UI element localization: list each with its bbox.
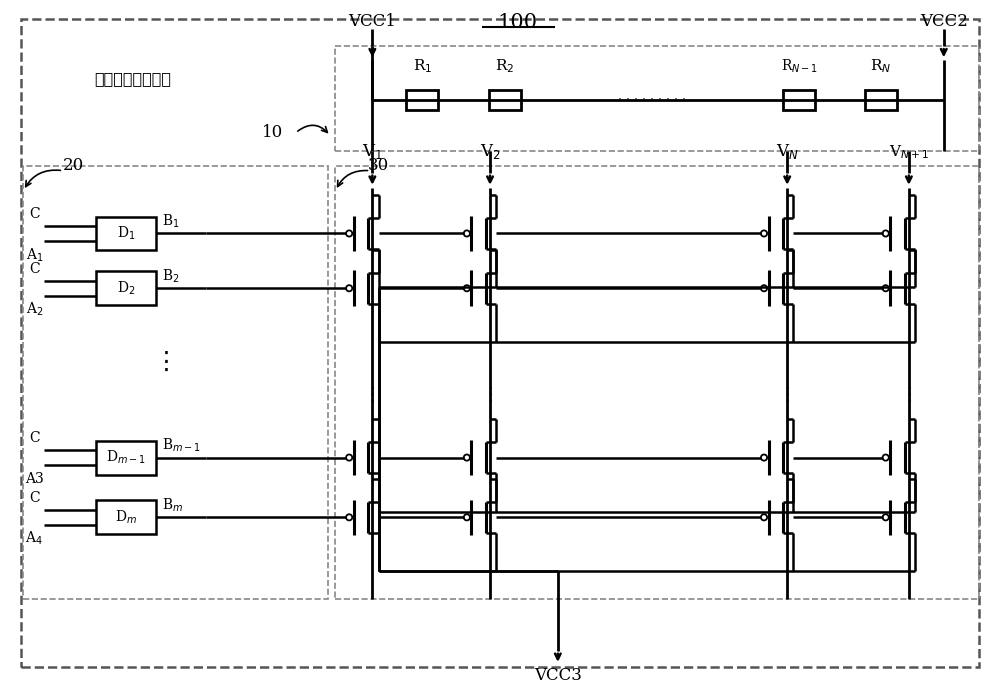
Bar bbox=[23, 166, 328, 599]
Text: V$_{N+1}$: V$_{N+1}$ bbox=[889, 143, 929, 161]
Text: B$_2$: B$_2$ bbox=[162, 267, 179, 285]
Bar bbox=[406, 90, 438, 110]
Bar bbox=[96, 272, 156, 305]
Text: C: C bbox=[29, 491, 40, 505]
Bar bbox=[783, 90, 815, 110]
Bar bbox=[489, 90, 521, 110]
Text: A$_2$: A$_2$ bbox=[26, 301, 43, 318]
Bar bbox=[335, 46, 979, 150]
Text: A3: A3 bbox=[25, 472, 44, 486]
Text: C: C bbox=[29, 431, 40, 445]
Bar bbox=[865, 90, 897, 110]
Text: A$_4$: A$_4$ bbox=[25, 530, 43, 547]
Text: · · · · · · · · ·: · · · · · · · · · bbox=[618, 94, 686, 106]
Text: 基准电压产生电路: 基准电压产生电路 bbox=[95, 71, 172, 87]
Text: V$_1$: V$_1$ bbox=[362, 142, 383, 161]
Text: VCC2: VCC2 bbox=[920, 13, 968, 30]
Text: D$_1$: D$_1$ bbox=[117, 225, 135, 242]
Text: R$_1$: R$_1$ bbox=[413, 57, 432, 75]
Text: R$_N$: R$_N$ bbox=[870, 57, 892, 75]
Text: ⋮: ⋮ bbox=[153, 350, 178, 374]
Text: 10: 10 bbox=[262, 125, 283, 141]
Text: VCC1: VCC1 bbox=[348, 13, 396, 30]
Text: C: C bbox=[29, 207, 40, 221]
Text: C: C bbox=[29, 262, 40, 276]
Bar bbox=[335, 166, 979, 599]
Text: V$_N$: V$_N$ bbox=[776, 142, 799, 161]
Text: 100: 100 bbox=[498, 13, 538, 32]
Text: B$_1$: B$_1$ bbox=[162, 213, 180, 230]
Text: ⋮: ⋮ bbox=[899, 385, 919, 405]
Text: D$_2$: D$_2$ bbox=[117, 279, 135, 297]
Bar bbox=[96, 216, 156, 251]
Text: 30: 30 bbox=[368, 158, 389, 174]
Text: B$_m$: B$_m$ bbox=[162, 497, 183, 514]
Text: R$_2$: R$_2$ bbox=[495, 57, 515, 75]
Text: ⋮: ⋮ bbox=[777, 385, 797, 405]
Text: ⋮: ⋮ bbox=[363, 385, 382, 405]
Bar bbox=[96, 440, 156, 475]
Text: 20: 20 bbox=[63, 158, 84, 174]
Text: D$_m$: D$_m$ bbox=[115, 509, 137, 526]
Text: B$_{m-1}$: B$_{m-1}$ bbox=[162, 437, 201, 454]
Text: D$_{m-1}$: D$_{m-1}$ bbox=[106, 449, 146, 466]
Text: ⋮: ⋮ bbox=[480, 385, 500, 405]
Text: R$_{N-1}$: R$_{N-1}$ bbox=[781, 57, 818, 75]
Text: V$_2$: V$_2$ bbox=[480, 142, 500, 161]
Bar bbox=[96, 500, 156, 534]
Text: VCC3: VCC3 bbox=[534, 666, 582, 684]
Text: A$_1$: A$_1$ bbox=[26, 246, 43, 264]
